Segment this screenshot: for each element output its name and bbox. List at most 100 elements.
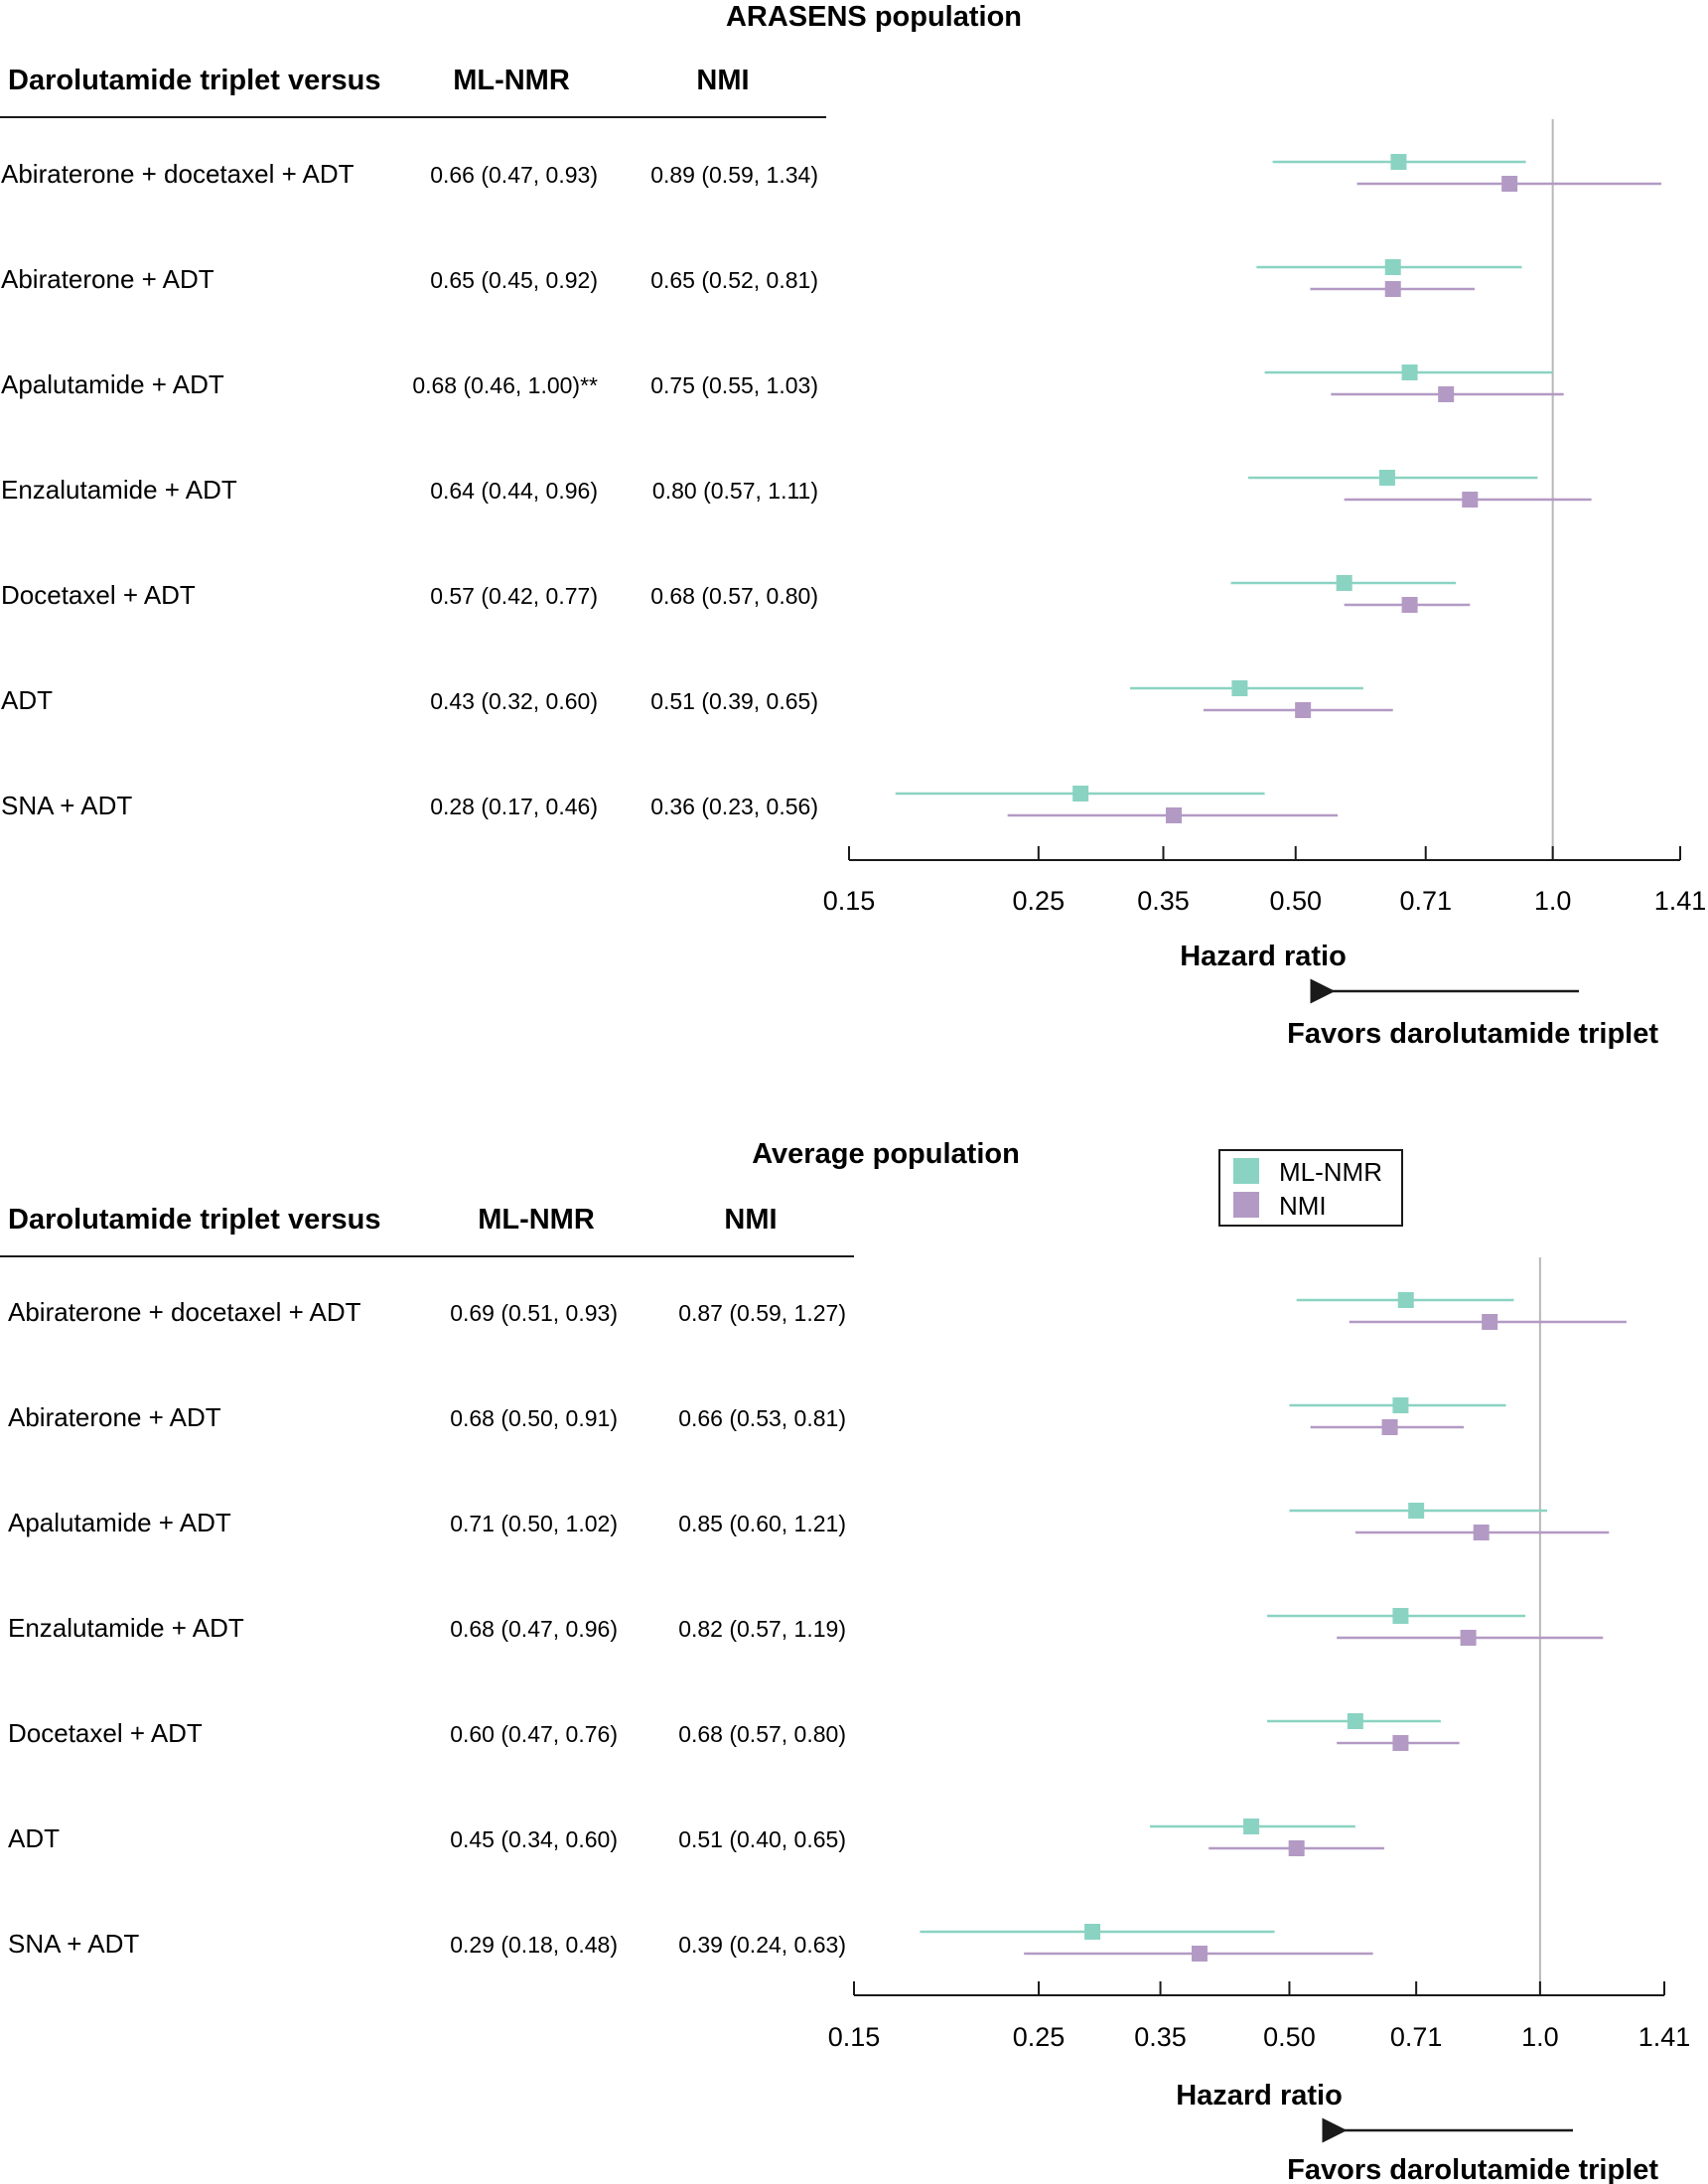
nmi-point <box>1288 1840 1305 1856</box>
column-header-nmi: NMI <box>724 1204 777 1236</box>
nmi-estimate: 0.51 (0.40, 0.65) <box>678 1826 846 1852</box>
nmi-point <box>1501 176 1518 192</box>
average-panel: Average population Darolutamide triplet … <box>0 1138 1690 2184</box>
ml-nmr-point <box>1408 1503 1425 1519</box>
ml-nmr-point <box>1401 364 1418 380</box>
legend-swatch-ml-nmr <box>1233 1158 1259 1184</box>
ml-nmr-estimate: 0.68 (0.46, 1.00)** <box>412 372 598 398</box>
nmi-point <box>1438 386 1455 402</box>
nmi-point <box>1473 1525 1490 1540</box>
nmi-estimate: 0.89 (0.59, 1.34) <box>650 162 818 188</box>
row-label: SNA + ADT <box>1 791 132 820</box>
nmi-estimate: 0.39 (0.24, 0.63) <box>678 1932 846 1958</box>
plot-area: 0.15 0.25 0.35 0.50 0.71 1.0 1.41 <box>828 1257 1691 2052</box>
row-label: Abiraterone + docetaxel + ADT <box>8 1297 361 1327</box>
row-label: Abiraterone + docetaxel + ADT <box>1 159 355 189</box>
x-tick-label: 0.35 <box>1134 2022 1187 2052</box>
row-label: Docetaxel + ADT <box>1 580 196 610</box>
x-tick-label: 0.35 <box>1137 886 1190 916</box>
ml-nmr-point <box>1392 1608 1409 1624</box>
x-tick-label: 1.0 <box>1521 2022 1559 2052</box>
nmi-point <box>1392 1735 1409 1751</box>
column-header-nmi: NMI <box>696 65 749 96</box>
ml-nmr-estimate: 0.65 (0.45, 0.92) <box>430 267 598 293</box>
column-header-ml-nmr: ML-NMR <box>453 65 570 96</box>
rows-group: Abiraterone + docetaxel + ADT 0.66 (0.47,… <box>1 159 818 820</box>
nmi-point <box>1384 281 1401 297</box>
legend-swatch-nmi <box>1233 1192 1259 1218</box>
row-label: SNA + ADT <box>8 1929 139 1959</box>
x-axis-label: Hazard ratio <box>1176 2080 1343 2111</box>
row-label: ADT <box>8 1823 60 1853</box>
nmi-estimate: 0.51 (0.39, 0.65) <box>650 688 818 714</box>
x-tick-label: 0.25 <box>1013 886 1066 916</box>
plot-area: 0.15 0.25 0.35 0.50 0.71 1.0 1.41 <box>823 119 1707 916</box>
x-tick-label: 1.41 <box>1638 2022 1691 2052</box>
column-header-comparator: Darolutamide triplet versus <box>8 1204 381 1236</box>
ml-nmr-point <box>1390 154 1407 170</box>
ml-nmr-point <box>1347 1713 1363 1729</box>
ml-nmr-estimate: 0.66 (0.47, 0.93) <box>430 162 598 188</box>
ml-nmr-point <box>1336 575 1352 591</box>
nmi-point <box>1381 1419 1398 1435</box>
ml-nmr-estimate: 0.68 (0.50, 0.91) <box>450 1405 618 1431</box>
x-tick-label: 0.50 <box>1269 886 1322 916</box>
nmi-point <box>1191 1946 1208 1962</box>
ml-nmr-estimate: 0.60 (0.47, 0.76) <box>450 1721 618 1747</box>
x-axis-label: Hazard ratio <box>1180 941 1347 972</box>
x-tick-label: 0.15 <box>823 886 876 916</box>
ml-nmr-point <box>1231 680 1248 696</box>
nmi-estimate: 0.68 (0.57, 0.80) <box>650 583 818 609</box>
nmi-point <box>1295 702 1312 718</box>
panel-title: ARASENS population <box>726 1 1022 33</box>
column-header-ml-nmr: ML-NMR <box>478 1204 595 1236</box>
ml-nmr-estimate: 0.69 (0.51, 0.93) <box>450 1300 618 1326</box>
direction-label: Favors darolutamide triplet <box>1287 1018 1658 1050</box>
nmi-point <box>1482 1314 1498 1330</box>
x-tick-label: 0.25 <box>1013 2022 1066 2052</box>
ml-nmr-estimate: 0.68 (0.47, 0.96) <box>450 1616 618 1642</box>
nmi-estimate: 0.68 (0.57, 0.80) <box>678 1721 846 1747</box>
x-tick-label: 1.0 <box>1534 886 1572 916</box>
ml-nmr-estimate: 0.29 (0.18, 0.48) <box>450 1932 618 1958</box>
x-tick-label: 0.71 <box>1390 2022 1443 2052</box>
ml-nmr-estimate: 0.43 (0.32, 0.60) <box>430 688 598 714</box>
ml-nmr-point <box>1392 1397 1409 1413</box>
x-tick-label: 0.50 <box>1263 2022 1316 2052</box>
nmi-estimate: 0.66 (0.53, 0.81) <box>678 1405 846 1431</box>
ml-nmr-estimate: 0.64 (0.44, 0.96) <box>430 478 598 504</box>
x-tick-label: 1.41 <box>1654 886 1707 916</box>
nmi-estimate: 0.65 (0.52, 0.81) <box>650 267 818 293</box>
ml-nmr-point <box>1243 1819 1260 1834</box>
nmi-estimate: 0.80 (0.57, 1.11) <box>652 478 818 504</box>
ml-nmr-estimate: 0.28 (0.17, 0.46) <box>430 794 598 819</box>
ml-nmr-point <box>1384 259 1401 275</box>
nmi-estimate: 0.85 (0.60, 1.21) <box>678 1511 846 1536</box>
ml-nmr-estimate: 0.57 (0.42, 0.77) <box>430 583 598 609</box>
direction-label: Favors darolutamide triplet <box>1287 2154 1658 2184</box>
row-label: Enzalutamide + ADT <box>8 1613 244 1643</box>
ml-nmr-estimate: 0.45 (0.34, 0.60) <box>450 1826 618 1852</box>
x-tick-label: 0.15 <box>828 2022 881 2052</box>
rows-group: Abiraterone + docetaxel + ADT 0.69 (0.51,… <box>8 1297 846 1959</box>
nmi-estimate: 0.87 (0.59, 1.27) <box>678 1300 846 1326</box>
nmi-estimate: 0.75 (0.55, 1.03) <box>650 372 818 398</box>
ml-nmr-estimate: 0.71 (0.50, 1.02) <box>450 1511 618 1536</box>
nmi-point <box>1166 807 1183 823</box>
row-label: Apalutamide + ADT <box>1 369 224 399</box>
x-tick-label: 0.71 <box>1399 886 1452 916</box>
ml-nmr-point <box>1378 470 1395 486</box>
column-header-comparator: Darolutamide triplet versus <box>8 65 381 96</box>
row-label: Docetaxel + ADT <box>8 1718 203 1748</box>
nmi-point <box>1460 1630 1477 1646</box>
ml-nmr-point <box>1072 786 1089 801</box>
legend: ML-NMR NMI <box>1218 1149 1403 1227</box>
nmi-point <box>1462 492 1479 508</box>
row-label: Abiraterone + ADT <box>8 1402 221 1432</box>
row-label: Apalutamide + ADT <box>8 1508 231 1537</box>
row-label: Enzalutamide + ADT <box>1 475 237 505</box>
arasens-panel: ARASENS population Darolutamide triplet … <box>0 1 1706 1050</box>
panel-title: Average population <box>752 1138 1020 1170</box>
nmi-point <box>1401 597 1418 613</box>
